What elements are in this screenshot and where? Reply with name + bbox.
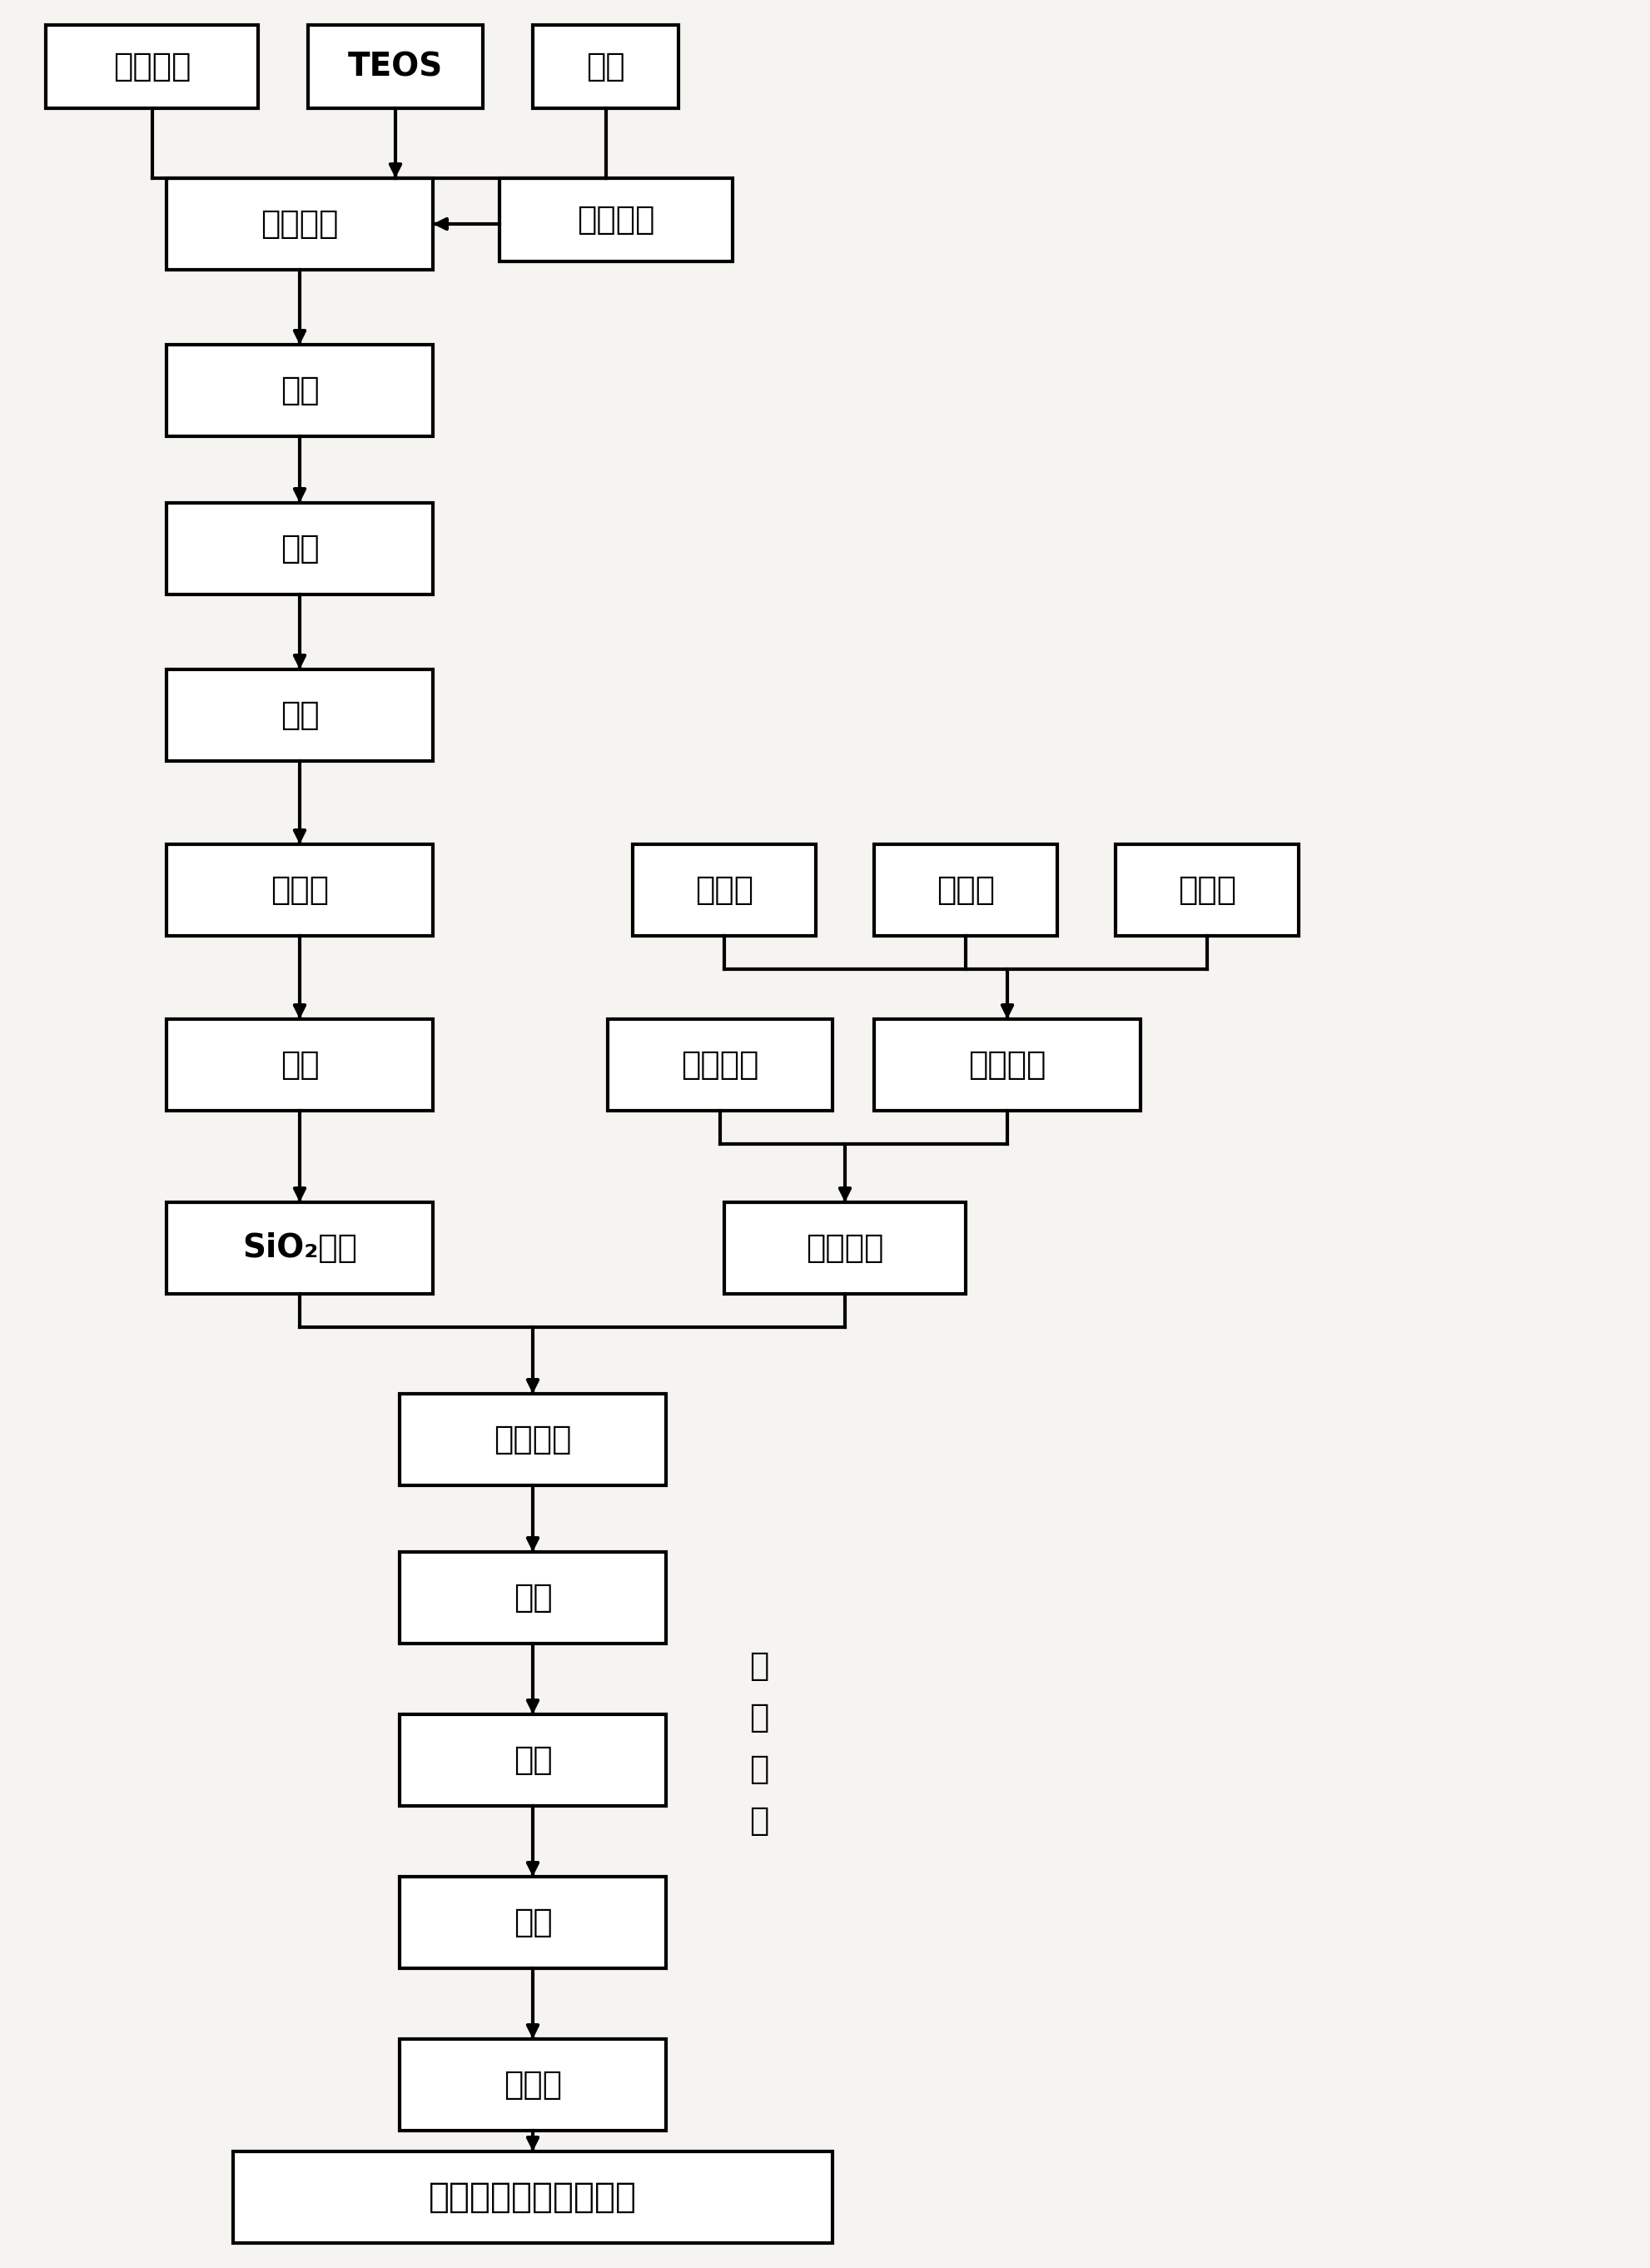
Bar (724, 1202, 965, 1293)
Bar (167, 844, 432, 937)
Text: 硝酸铁: 硝酸铁 (936, 873, 995, 905)
Text: 混合溶液: 混合溶液 (261, 209, 338, 240)
Bar (233, 2152, 832, 2243)
Text: 硝酸铈: 硝酸铈 (695, 873, 752, 905)
Text: 混合溶液: 混合溶液 (493, 1424, 571, 1456)
Text: 过滤: 过滤 (513, 1744, 553, 1776)
Text: 热处理: 热处理 (271, 873, 328, 905)
Bar (533, 25, 678, 109)
Text: SiO₂粉体: SiO₂粉体 (243, 1232, 356, 1263)
Text: TEOS: TEOS (348, 50, 442, 82)
Bar (607, 1018, 832, 1111)
Text: 热处理: 热处理 (503, 2068, 561, 2100)
Bar (167, 345, 432, 435)
Text: 无水乙醇: 无水乙醇 (112, 50, 191, 82)
Bar (167, 1202, 432, 1293)
Text: 干燥: 干燥 (513, 1907, 553, 1939)
Text: 粉碎: 粉碎 (280, 1050, 318, 1082)
Bar (167, 503, 432, 594)
Text: 硝酸锆: 硝酸锆 (1178, 873, 1236, 905)
Text: 陈化: 陈化 (280, 533, 318, 565)
Bar (399, 1715, 665, 1805)
Text: 干燥: 干燥 (280, 699, 318, 730)
Text: 盐酸: 盐酸 (586, 50, 625, 82)
Bar (46, 25, 257, 109)
Bar (399, 1395, 665, 1486)
Bar (874, 1018, 1140, 1111)
Bar (399, 1551, 665, 1644)
Text: 胶凝: 胶凝 (280, 374, 318, 406)
Bar (399, 1876, 665, 1969)
Text: 氨水溶液: 氨水溶液 (681, 1050, 759, 1082)
Bar (874, 844, 1056, 937)
Bar (632, 844, 815, 937)
Bar (399, 2039, 665, 2130)
Text: 混合溶液: 混合溶液 (969, 1050, 1046, 1082)
Bar (167, 1018, 432, 1111)
Text: 复合金属氧化物氧载体: 复合金属氧化物氧载体 (429, 2180, 637, 2216)
Text: 去离子水: 去离子水 (578, 204, 655, 236)
Bar (1115, 844, 1299, 937)
Bar (309, 25, 482, 109)
Bar (167, 669, 432, 762)
Text: 反
复
数
次: 反 复 数 次 (749, 1651, 769, 1837)
Bar (500, 179, 733, 261)
Text: 洗涤: 洗涤 (513, 1583, 553, 1613)
Bar (167, 179, 432, 270)
Text: 共沉淀物: 共沉淀物 (805, 1232, 883, 1263)
